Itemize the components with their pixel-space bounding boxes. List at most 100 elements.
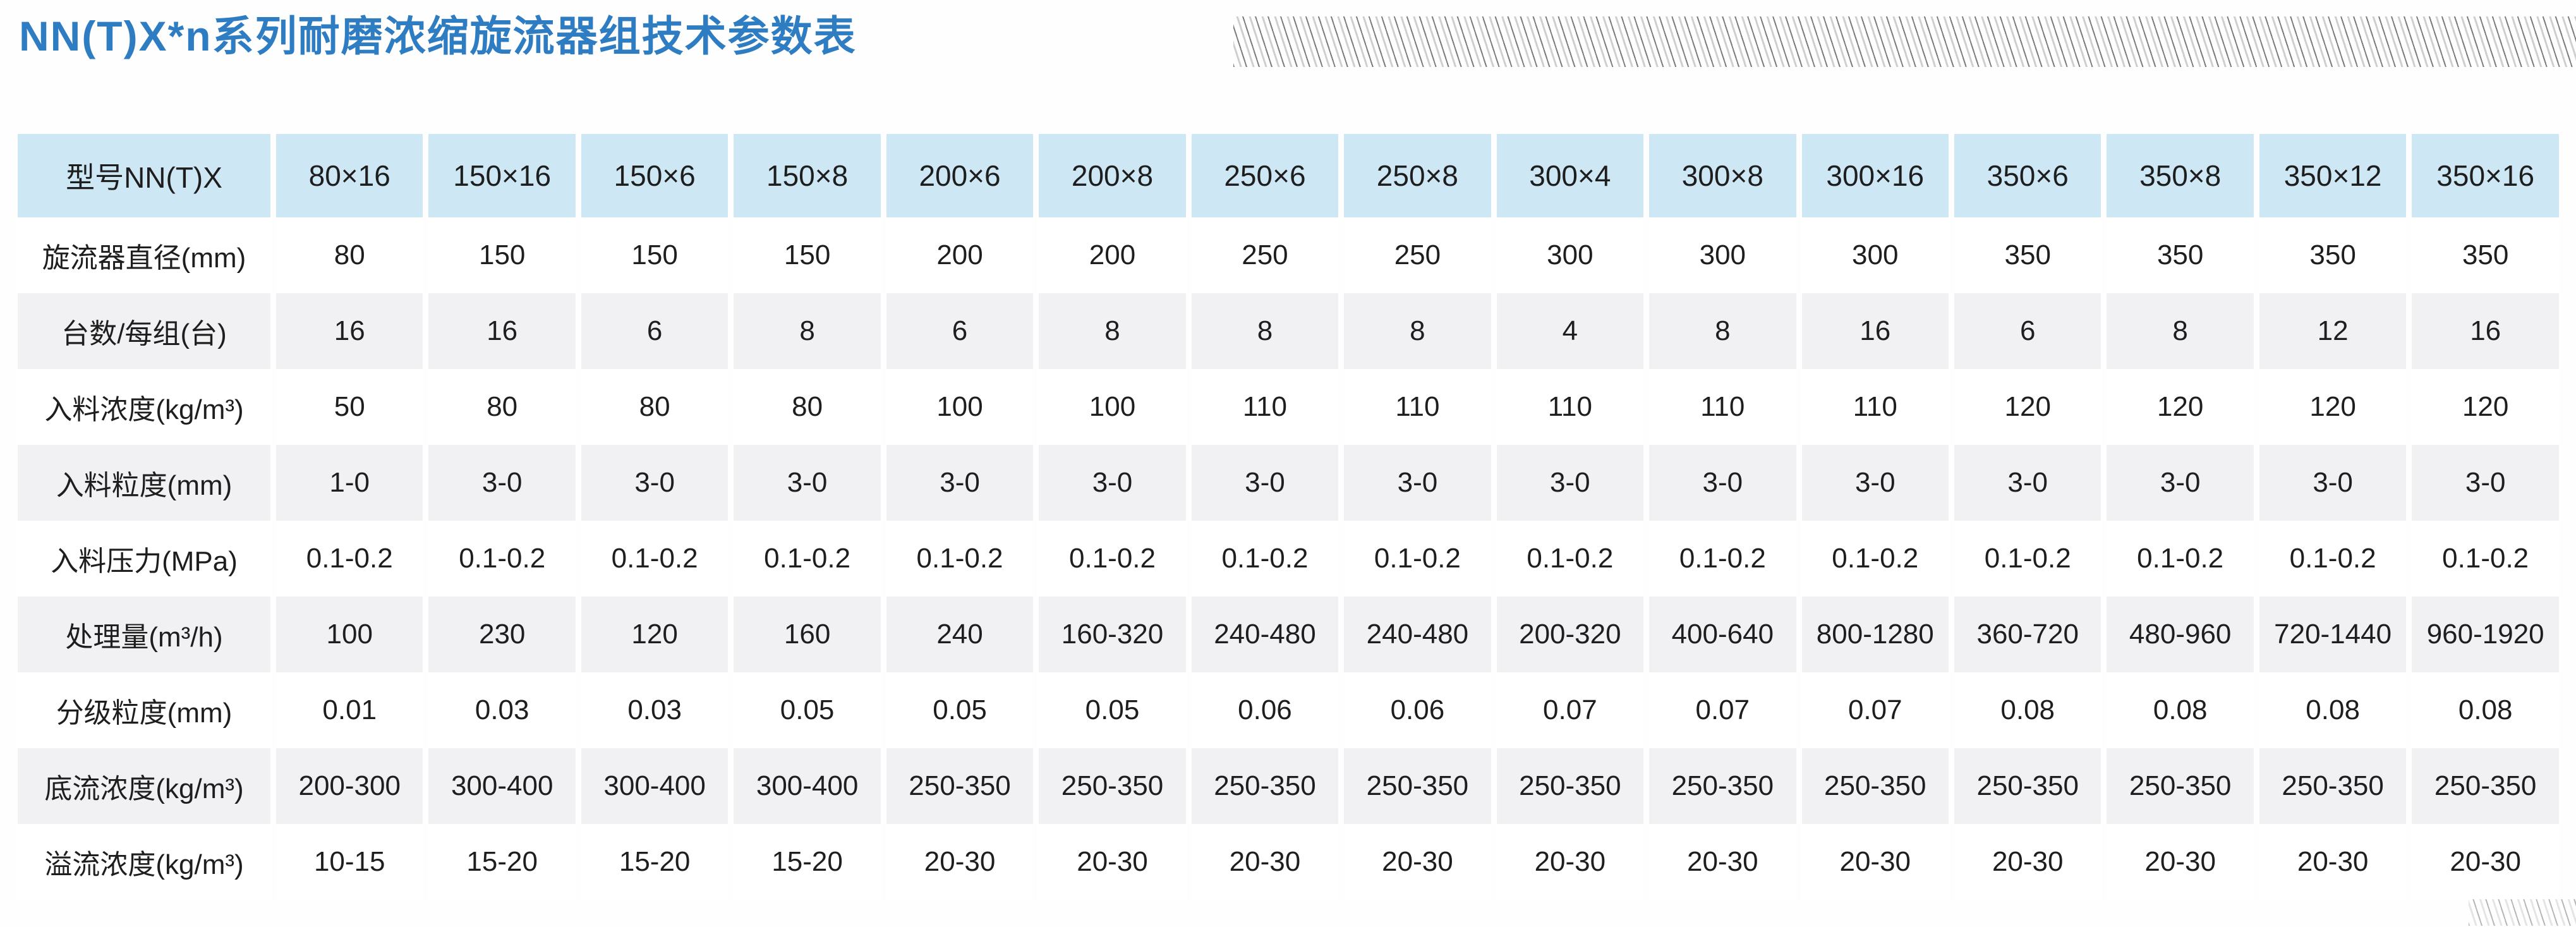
table-cell: 3-0 [2107,445,2254,521]
table-cell: 0.08 [2259,672,2407,748]
corner-hatch-decoration [2469,899,2576,926]
table-cell: 8 [1649,293,1796,369]
row-label: 溢流浓度(kg/m³) [18,824,270,900]
table-cell: 240-480 [1344,597,1491,672]
table-cell: 3-0 [2259,445,2407,521]
table-cell: 3-0 [1039,445,1186,521]
table-cell: 110 [1191,369,1339,445]
table-cell: 12 [2259,293,2407,369]
table-cell: 0.07 [1801,672,1949,748]
model-column-header: 350×12 [2259,134,2407,217]
table-row: 分级粒度(mm) 0.01 0.03 0.03 0.05 0.05 0.05 0.06 0.06… [18,672,2559,748]
table-cell: 0.1-0.2 [1649,521,1796,597]
table-cell: 20-30 [1954,824,2101,900]
table-body: 旋流器直径(mm) 80 150 150 150 200 200 250 250 300 300 30… [18,217,2559,900]
table-cell: 250-350 [2259,748,2407,824]
header-row: 型号NN(T)X 80×16 150×16 150×6 150×8 200×6 200×8 2… [18,134,2559,217]
table-cell: 110 [1344,369,1491,445]
table-cell: 120 [2412,369,2559,445]
table-cell: 20-30 [2107,824,2254,900]
table-header: 型号NN(T)X 80×16 150×16 150×6 150×8 200×6 200×8 2… [18,134,2559,217]
table-cell: 3-0 [1649,445,1796,521]
table-cell: 150 [428,217,576,293]
row-label: 入料粒度(mm) [18,445,270,521]
model-column-header: 350×8 [2107,134,2254,217]
model-column-header: 250×6 [1191,134,1339,217]
table-cell: 3-0 [1191,445,1339,521]
table-row: 处理量(m³/h) 100 230 120 160 240 160-320 240-480 24… [18,597,2559,672]
table-cell: 480-960 [2107,597,2254,672]
table-cell: 6 [1954,293,2101,369]
table-cell: 15-20 [428,824,576,900]
table-cell: 240 [886,597,1034,672]
table-cell: 3-0 [1954,445,2101,521]
table-cell: 20-30 [886,824,1034,900]
model-column-header: 200×6 [886,134,1034,217]
table-cell: 80 [276,217,423,293]
table-cell: 3-0 [1801,445,1949,521]
table-cell: 15-20 [581,824,729,900]
row-label: 底流浓度(kg/m³) [18,748,270,824]
table-cell: 250 [1344,217,1491,293]
table-cell: 0.1-0.2 [1954,521,2101,597]
table-cell: 200 [1039,217,1186,293]
table-cell: 0.08 [2107,672,2254,748]
table-cell: 720-1440 [2259,597,2407,672]
table-cell: 160 [734,597,881,672]
table-cell: 8 [1344,293,1491,369]
model-column-header: 300×8 [1649,134,1796,217]
table-row: 台数/每组(台) 16 16 6 8 6 8 8 8 4 8 16 6 8 12 16 [18,293,2559,369]
table-container: 型号NN(T)X 80×16 150×16 150×6 150×8 200×6 200×8 2… [12,134,2565,900]
table-cell: 400-640 [1649,597,1796,672]
table-cell: 150 [734,217,881,293]
table-cell: 0.06 [1344,672,1491,748]
table-cell: 240-480 [1191,597,1339,672]
table-cell: 250-350 [1801,748,1949,824]
table-cell: 250-350 [1649,748,1796,824]
table-cell: 80 [428,369,576,445]
row-label: 旋流器直径(mm) [18,217,270,293]
table-cell: 1-0 [276,445,423,521]
table-cell: 3-0 [1496,445,1644,521]
table-cell: 0.1-0.2 [276,521,423,597]
model-column-header: 80×16 [276,134,423,217]
model-column-header: 350×16 [2412,134,2559,217]
table-cell: 300-400 [734,748,881,824]
table-cell: 15-20 [734,824,881,900]
table-cell: 8 [2107,293,2254,369]
table-row: 入料浓度(kg/m³) 50 80 80 80 100 100 110 110 110 110 110… [18,369,2559,445]
model-column-header: 150×6 [581,134,729,217]
table-cell: 0.1-0.2 [1344,521,1491,597]
table-cell: 250-350 [1191,748,1339,824]
model-column-header: 300×16 [1801,134,1949,217]
table-cell: 300 [1649,217,1796,293]
table-cell: 0.1-0.2 [1039,521,1186,597]
table-cell: 6 [581,293,729,369]
table-cell: 100 [1039,369,1186,445]
table-row: 溢流浓度(kg/m³) 10-15 15-20 15-20 15-20 20-30 20-3… [18,824,2559,900]
table-cell: 0.1-0.2 [2259,521,2407,597]
table-cell: 0.03 [581,672,729,748]
table-cell: 100 [276,597,423,672]
table-cell: 360-720 [1954,597,2101,672]
model-column-header: 250×8 [1344,134,1491,217]
table-cell: 3-0 [581,445,729,521]
table-cell: 0.05 [734,672,881,748]
table-cell: 3-0 [734,445,881,521]
table-cell: 0.08 [1954,672,2101,748]
table-cell: 80 [734,369,881,445]
table-cell: 120 [581,597,729,672]
table-cell: 20-30 [2412,824,2559,900]
model-column-header: 300×4 [1496,134,1644,217]
table-cell: 0.03 [428,672,576,748]
table-cell: 0.06 [1191,672,1339,748]
table-cell: 20-30 [1191,824,1339,900]
table-cell: 250-350 [886,748,1034,824]
table-cell: 200-300 [276,748,423,824]
table-cell: 0.1-0.2 [1801,521,1949,597]
model-column-header: 350×6 [1954,134,2101,217]
table-cell: 3-0 [1344,445,1491,521]
table-cell: 20-30 [1801,824,1949,900]
table-cell: 250 [1191,217,1339,293]
table-cell: 80 [581,369,729,445]
